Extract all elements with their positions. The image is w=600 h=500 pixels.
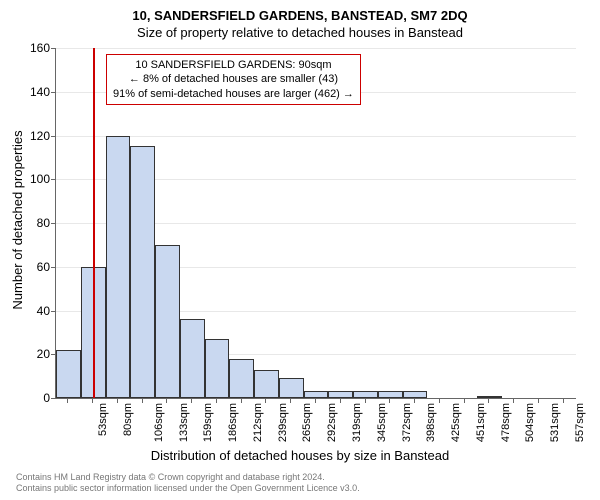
x-tick xyxy=(191,398,192,403)
histogram-bar xyxy=(205,339,230,398)
x-axis-labels: 53sqm 80sqm 106sqm 133sqm 159sqm 186sqm 212sqm… xyxy=(55,398,575,448)
y-tick-label: 120 xyxy=(20,129,50,143)
histogram-bar xyxy=(229,359,254,398)
x-tick-label: 398sqm xyxy=(425,403,437,442)
histogram-bar xyxy=(279,378,304,398)
x-tick-label: 478sqm xyxy=(500,403,512,442)
x-tick-label: 425sqm xyxy=(450,403,462,442)
x-tick xyxy=(290,398,291,403)
x-tick-label: 292sqm xyxy=(326,403,338,442)
y-tick xyxy=(51,223,56,224)
x-tick xyxy=(340,398,341,403)
y-tick xyxy=(51,311,56,312)
x-tick xyxy=(117,398,118,403)
annotation-line2: ← 8% of detached houses are smaller (43) xyxy=(113,72,354,86)
y-tick-label: 100 xyxy=(20,172,50,186)
x-tick-label: 345sqm xyxy=(376,403,388,442)
y-tick-label: 140 xyxy=(20,85,50,99)
x-tick-label: 106sqm xyxy=(153,403,165,442)
x-tick-label: 239sqm xyxy=(277,403,289,442)
x-tick-label: 451sqm xyxy=(475,403,487,442)
y-tick-label: 60 xyxy=(20,260,50,274)
x-tick xyxy=(265,398,266,403)
y-tick-label: 160 xyxy=(20,41,50,55)
x-tick-label: 557sqm xyxy=(574,403,586,442)
plot-area: 02040608010012014016010 SANDERSFIELD GAR… xyxy=(55,48,576,399)
x-tick xyxy=(315,398,316,403)
histogram-bar xyxy=(180,319,205,398)
marker-line xyxy=(93,48,95,398)
x-tick-label: 159sqm xyxy=(203,403,215,442)
y-tick-label: 0 xyxy=(20,391,50,405)
x-tick xyxy=(92,398,93,403)
x-tick xyxy=(166,398,167,403)
x-tick xyxy=(389,398,390,403)
x-tick xyxy=(142,398,143,403)
x-axis-title: Distribution of detached houses by size … xyxy=(0,448,600,463)
histogram-bar xyxy=(130,146,155,398)
x-tick xyxy=(67,398,68,403)
title-main: 10, SANDERSFIELD GARDENS, BANSTEAD, SM7 … xyxy=(0,0,600,23)
x-tick xyxy=(563,398,564,403)
x-tick xyxy=(365,398,366,403)
histogram-bar xyxy=(56,350,81,398)
x-tick xyxy=(439,398,440,403)
x-tick xyxy=(414,398,415,403)
x-tick-label: 265sqm xyxy=(302,403,314,442)
title-sub: Size of property relative to detached ho… xyxy=(0,23,600,40)
annotation-line3: 91% of semi-detached houses are larger (… xyxy=(113,87,354,101)
x-tick xyxy=(216,398,217,403)
x-tick xyxy=(464,398,465,403)
gridline xyxy=(56,48,576,49)
x-tick-label: 531sqm xyxy=(549,403,561,442)
histogram-bar xyxy=(254,370,279,398)
y-tick-label: 40 xyxy=(20,304,50,318)
gridline xyxy=(56,136,576,137)
y-tick xyxy=(51,48,56,49)
x-tick xyxy=(488,398,489,403)
annotation-box: 10 SANDERSFIELD GARDENS: 90sqm← 8% of de… xyxy=(106,54,361,105)
y-tick-label: 80 xyxy=(20,216,50,230)
chart-container: 10, SANDERSFIELD GARDENS, BANSTEAD, SM7 … xyxy=(0,0,600,500)
x-tick-label: 504sqm xyxy=(524,403,536,442)
x-tick xyxy=(538,398,539,403)
x-tick-label: 319sqm xyxy=(351,403,363,442)
y-tick-label: 20 xyxy=(20,347,50,361)
x-tick-label: 372sqm xyxy=(401,403,413,442)
x-tick-label: 80sqm xyxy=(122,403,134,436)
footer-text: Contains HM Land Registry data © Crown c… xyxy=(16,472,360,494)
y-tick xyxy=(51,92,56,93)
histogram-bar xyxy=(155,245,180,398)
x-tick-label: 53sqm xyxy=(97,403,109,436)
annotation-line1: 10 SANDERSFIELD GARDENS: 90sqm xyxy=(113,58,354,72)
footer-line2: Contains public sector information licen… xyxy=(16,483,360,494)
x-tick xyxy=(513,398,514,403)
x-tick-label: 133sqm xyxy=(178,403,190,442)
x-tick-label: 212sqm xyxy=(252,403,264,442)
y-tick xyxy=(51,136,56,137)
x-tick-label: 186sqm xyxy=(227,403,239,442)
y-tick xyxy=(51,179,56,180)
histogram-bar xyxy=(106,136,131,399)
footer-line1: Contains HM Land Registry data © Crown c… xyxy=(16,472,360,483)
x-tick xyxy=(241,398,242,403)
y-tick xyxy=(51,267,56,268)
